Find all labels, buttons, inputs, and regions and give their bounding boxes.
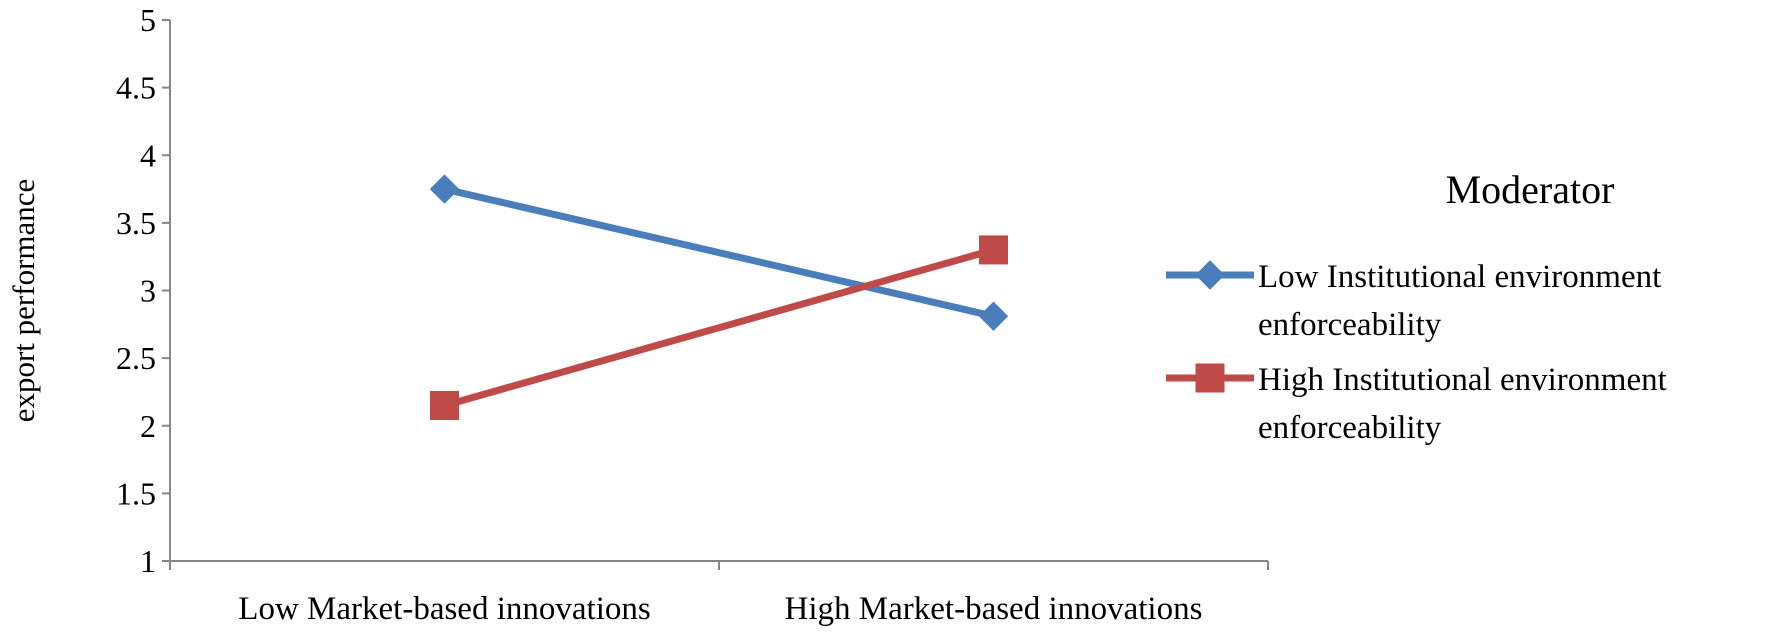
legend-label: enforceability [1258,307,1442,343]
y-axis: 1 1.5 2 2.5 3 3.5 4 4.5 5 [116,2,171,579]
y-tick-label: 4 [140,137,156,173]
y-tick-label: 4.5 [116,70,156,106]
data-point-diamond [429,174,460,204]
data-point-square [979,235,1008,265]
y-tick-label: 2 [140,408,156,444]
legend-swatch-marker [1195,260,1225,290]
data-point-diamond [978,301,1009,331]
legend-swatch-marker [1195,363,1225,393]
data-point-square [430,390,459,420]
series-1 [429,174,1009,331]
legend-title: Moderator [1446,167,1615,212]
series-layer [429,174,1009,420]
legend-label: Low Institutional environment [1258,259,1661,295]
y-tick-label: 2.5 [116,340,156,376]
y-tick-label: 1.5 [116,475,156,511]
legend-entry: Low Institutional environment enforceabil… [1166,259,1661,343]
y-tick-label: 1 [140,543,156,579]
x-axis: Low Market-based innovations High Market-… [169,560,1269,627]
legend: Moderator Low Institutional environment en… [1166,167,1667,446]
y-tick-label: 3.5 [116,205,156,241]
y-axis-title: export performance [6,179,41,423]
legend-label: enforceability [1258,410,1442,446]
x-category-label: High Market-based innovations [785,591,1203,627]
legend-label: High Institutional environment [1258,362,1667,398]
series-line [443,246,995,409]
y-tick-label: 5 [140,2,156,38]
series-2 [430,235,1008,420]
legend-entry: High Institutional environment enforceabi… [1166,362,1667,446]
series-line [443,185,995,320]
y-tick-label: 3 [140,273,156,309]
x-category-label: Low Market-based innovations [238,591,650,627]
